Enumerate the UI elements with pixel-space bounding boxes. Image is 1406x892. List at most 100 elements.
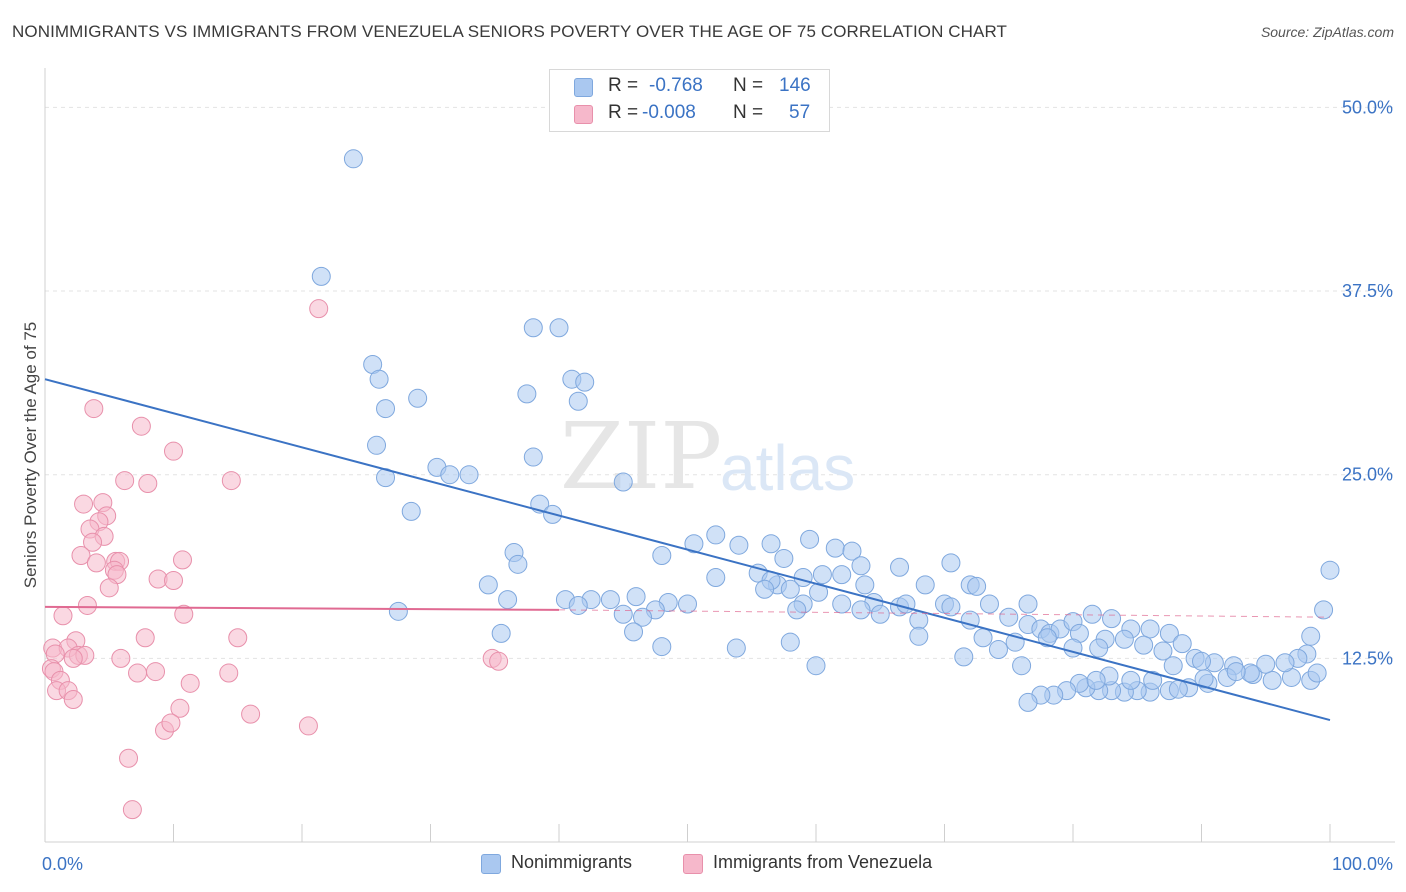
point-nonimmigrants <box>761 534 781 554</box>
point-nonimmigrants <box>367 435 387 455</box>
point-nonimmigrants <box>1307 663 1327 683</box>
point-venezuela <box>309 299 329 319</box>
y-tick-label: 50.0% <box>1342 97 1393 117</box>
point-nonimmigrants <box>1102 609 1122 629</box>
point-venezuela <box>138 474 158 494</box>
point-nonimmigrants <box>376 399 396 419</box>
trend-lines <box>44 378 1331 722</box>
legend-r-value: -0.008 <box>642 102 696 123</box>
point-nonimmigrants <box>967 576 987 596</box>
point-nonimmigrants <box>401 501 421 521</box>
legend-swatch-blue <box>574 78 593 97</box>
y-tick-label: 25.0% <box>1342 465 1393 485</box>
point-nonimmigrants <box>909 626 929 646</box>
point-venezuela <box>122 800 142 820</box>
point-nonimmigrants <box>568 391 588 411</box>
y-tick-label: 37.5% <box>1342 281 1393 301</box>
point-nonimmigrants <box>549 318 569 338</box>
point-nonimmigrants <box>855 575 875 595</box>
legend-swatch-pink <box>574 105 593 124</box>
correlation-legend: R = -0.768 N = 146 R = -0.008 N = 57 <box>549 69 830 132</box>
point-nonimmigrants <box>851 556 871 576</box>
point-nonimmigrants <box>780 632 800 652</box>
point-nonimmigrants <box>890 557 910 577</box>
point-nonimmigrants <box>440 465 460 485</box>
point-venezuela <box>71 546 91 565</box>
legend-r-label: R = <box>608 75 639 96</box>
x-tick-label: 0.0% <box>42 854 83 874</box>
point-nonimmigrants <box>626 587 646 607</box>
point-nonimmigrants <box>706 525 726 545</box>
point-nonimmigrants <box>729 535 749 555</box>
point-nonimmigrants <box>624 622 644 642</box>
point-nonimmigrants <box>1301 626 1321 646</box>
trend-line-venezuela-extension <box>558 609 1331 618</box>
point-nonimmigrants <box>896 594 916 614</box>
point-nonimmigrants <box>755 579 775 599</box>
point-nonimmigrants <box>973 628 993 648</box>
point-venezuela <box>77 595 97 615</box>
point-venezuela <box>99 578 119 598</box>
point-nonimmigrants <box>726 638 746 658</box>
point-nonimmigrants <box>1314 600 1334 620</box>
point-nonimmigrants <box>369 369 389 389</box>
point-venezuela <box>170 698 190 718</box>
point-nonimmigrants <box>832 594 852 614</box>
point-venezuela <box>161 713 181 733</box>
point-venezuela <box>219 663 239 683</box>
point-venezuela <box>164 570 183 590</box>
point-nonimmigrants <box>1143 670 1163 690</box>
point-venezuela <box>135 628 155 648</box>
series-swatch-pink <box>683 854 703 874</box>
point-nonimmigrants <box>684 534 704 554</box>
point-nonimmigrants <box>1037 628 1057 648</box>
point-nonimmigrants <box>1168 679 1188 699</box>
point-nonimmigrants <box>954 647 974 667</box>
legend-n-label: N = <box>733 102 764 123</box>
point-venezuela <box>83 532 103 552</box>
point-nonimmigrants <box>941 553 961 573</box>
source-label: Source: ZipAtlas.com <box>1260 24 1394 40</box>
point-nonimmigrants <box>1256 654 1276 674</box>
point-nonimmigrants <box>780 579 800 599</box>
point-venezuela <box>119 748 139 768</box>
watermark: ZIP atlas <box>560 403 855 510</box>
point-nonimmigrants <box>575 372 595 392</box>
y-axis-label: Seniors Poverty Over the Age of 75 <box>21 322 40 588</box>
axes <box>44 68 1395 843</box>
point-nonimmigrants <box>825 538 845 558</box>
point-venezuela <box>111 648 131 668</box>
point-nonimmigrants <box>1018 594 1038 614</box>
point-nonimmigrants <box>1226 662 1246 682</box>
point-nonimmigrants <box>1163 656 1183 676</box>
point-nonimmigrants <box>988 640 1008 660</box>
point-nonimmigrants <box>678 594 697 614</box>
point-nonimmigrants <box>999 607 1019 627</box>
point-venezuela <box>131 416 151 436</box>
point-nonimmigrants <box>1018 692 1038 712</box>
point-venezuela <box>172 550 192 570</box>
point-nonimmigrants <box>1089 638 1109 658</box>
point-venezuela <box>115 471 135 491</box>
series-swatch-blue <box>481 854 501 874</box>
point-nonimmigrants <box>809 582 829 602</box>
point-nonimmigrants <box>1194 669 1214 689</box>
point-nonimmigrants <box>491 623 511 643</box>
point-venezuela <box>298 716 318 736</box>
point-venezuela <box>128 663 148 683</box>
point-venezuela <box>180 673 200 693</box>
point-nonimmigrants <box>1134 635 1154 655</box>
point-nonimmigrants <box>800 529 820 549</box>
point-venezuela <box>489 651 509 671</box>
chart-title: NONIMMIGRANTS VS IMMIGRANTS FROM VENEZUE… <box>12 22 1008 41</box>
point-nonimmigrants <box>517 384 537 404</box>
point-nonimmigrants <box>508 554 528 574</box>
series-label: Immigrants from Venezuela <box>713 852 933 872</box>
legend-r-label: R = <box>608 102 639 123</box>
series-label: Nonimmigrants <box>511 852 633 872</box>
point-nonimmigrants <box>774 548 794 568</box>
point-venezuela <box>74 494 94 514</box>
legend-n-value: 146 <box>779 75 811 96</box>
point-venezuela <box>86 553 106 573</box>
point-nonimmigrants <box>568 595 588 615</box>
